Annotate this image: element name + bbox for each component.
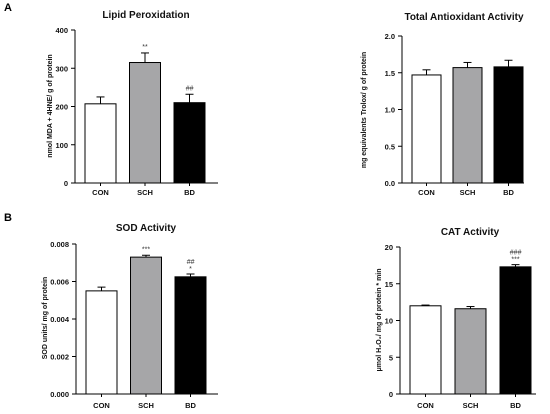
chart1-x-tick-label-con: CON xyxy=(92,188,109,197)
panel-label-b: B xyxy=(4,212,12,224)
chart1-title: Lipid Peroxidation xyxy=(102,10,189,21)
chart3-x-tick-label-sch: SCH xyxy=(138,401,154,410)
chart4-sig-lower-bd: *** xyxy=(511,257,519,264)
chart2-title: Total Antioxidant Activity xyxy=(404,12,524,23)
chart2-y-tick-label: 0.0 xyxy=(385,179,395,188)
chart3-title: SOD Activity xyxy=(116,223,177,234)
chart1-x-tick-label-sch: SCH xyxy=(137,188,153,197)
chart3-y-tick-label: 0.002 xyxy=(50,353,69,362)
chart3-bar-con xyxy=(85,290,118,395)
chart1-bar-sch xyxy=(129,62,161,184)
chart4-title: CAT Activity xyxy=(441,227,500,238)
chart1-x-tick-label-bd: BD xyxy=(184,188,195,197)
chart3-sig-upper-bd: ## xyxy=(187,259,195,266)
chart3-bar-bd xyxy=(174,276,207,395)
chart2: Total Antioxidant Activity mg equivalents… xyxy=(361,12,524,197)
chart3-y-tick-label: 0.000 xyxy=(50,390,69,399)
chart3-y-axis-label: SOD units/ mg of protein xyxy=(42,277,49,359)
chart1: Lipid Peroxidation nmol MDA + 4HNE/ g of … xyxy=(47,10,218,197)
chart2-y-tick-label: 2.0 xyxy=(385,32,395,41)
chart4-bar-sch xyxy=(454,308,487,395)
chart3-y-tick-label: 0.004 xyxy=(50,315,70,324)
chart2-y-tick-label: 1.0 xyxy=(385,106,395,115)
chart4-bar-bd xyxy=(499,266,532,395)
chart3-x-tick-label-bd: BD xyxy=(185,401,196,410)
chart2-bar-sch xyxy=(452,67,483,184)
chart2-bar-con xyxy=(411,74,442,184)
chart4-y-tick-label: 10 xyxy=(385,317,393,326)
chart2-bar-bd xyxy=(493,66,524,184)
chart2-y-tick-label: 1.5 xyxy=(385,69,395,78)
chart4-y-tick-label: 15 xyxy=(385,280,393,289)
chart3-x-tick-label-con: CON xyxy=(93,401,110,410)
chart1-sig-upper-sch: ** xyxy=(142,44,148,51)
chart3-bar-sch xyxy=(130,256,162,395)
chart1-bar-bd xyxy=(173,102,206,184)
chart2-x-tick-label-sch: SCH xyxy=(460,188,476,197)
chart1-y-axis-label: nmol MDA + 4HNE/ g of protein xyxy=(47,54,54,157)
chart3-sig-lower-bd: * xyxy=(189,266,192,273)
chart3-y-tick-label: 0.008 xyxy=(50,240,69,249)
chart4: CAT Activity μmol H₂O₂/ mg of protein * m… xyxy=(376,227,536,410)
chart4-x-tick-label-sch: SCH xyxy=(463,401,479,410)
chart2-y-axis-label: mg equivalents Trolox/ g of protein xyxy=(361,52,368,168)
chart1-sig-upper-bd: ## xyxy=(186,85,194,92)
chart3-y-tick-label: 0.006 xyxy=(50,278,69,287)
chart1-y-tick-label: 0 xyxy=(64,179,68,188)
chart2-x-tick-label-con: CON xyxy=(418,188,435,197)
chart3-sig-upper-sch: *** xyxy=(142,246,150,253)
chart2-y-tick-label: 0.5 xyxy=(385,142,395,151)
chart4-y-axis-label: μmol H₂O₂/ mg of protein * min xyxy=(376,268,383,371)
chart1-y-tick-label: 100 xyxy=(55,141,68,150)
panel-label-a: A xyxy=(4,2,12,14)
chart4-y-tick-label: 0 xyxy=(389,390,393,399)
chart4-y-tick-label: 5 xyxy=(389,353,393,362)
chart4-bar-con xyxy=(409,305,442,395)
chart1-y-tick-label: 300 xyxy=(55,64,68,73)
chart1-y-tick-label: 400 xyxy=(55,26,68,35)
chart4-y-tick-label: 20 xyxy=(385,243,393,252)
chart1-y-tick-label: 200 xyxy=(55,103,68,112)
chart4-x-tick-label-bd: BD xyxy=(510,401,521,410)
chart1-bar-con xyxy=(84,103,117,184)
chart4-x-tick-label-con: CON xyxy=(417,401,434,410)
chart2-x-tick-label-bd: BD xyxy=(503,188,514,197)
chart4-sig-upper-bd: ### xyxy=(510,250,522,257)
